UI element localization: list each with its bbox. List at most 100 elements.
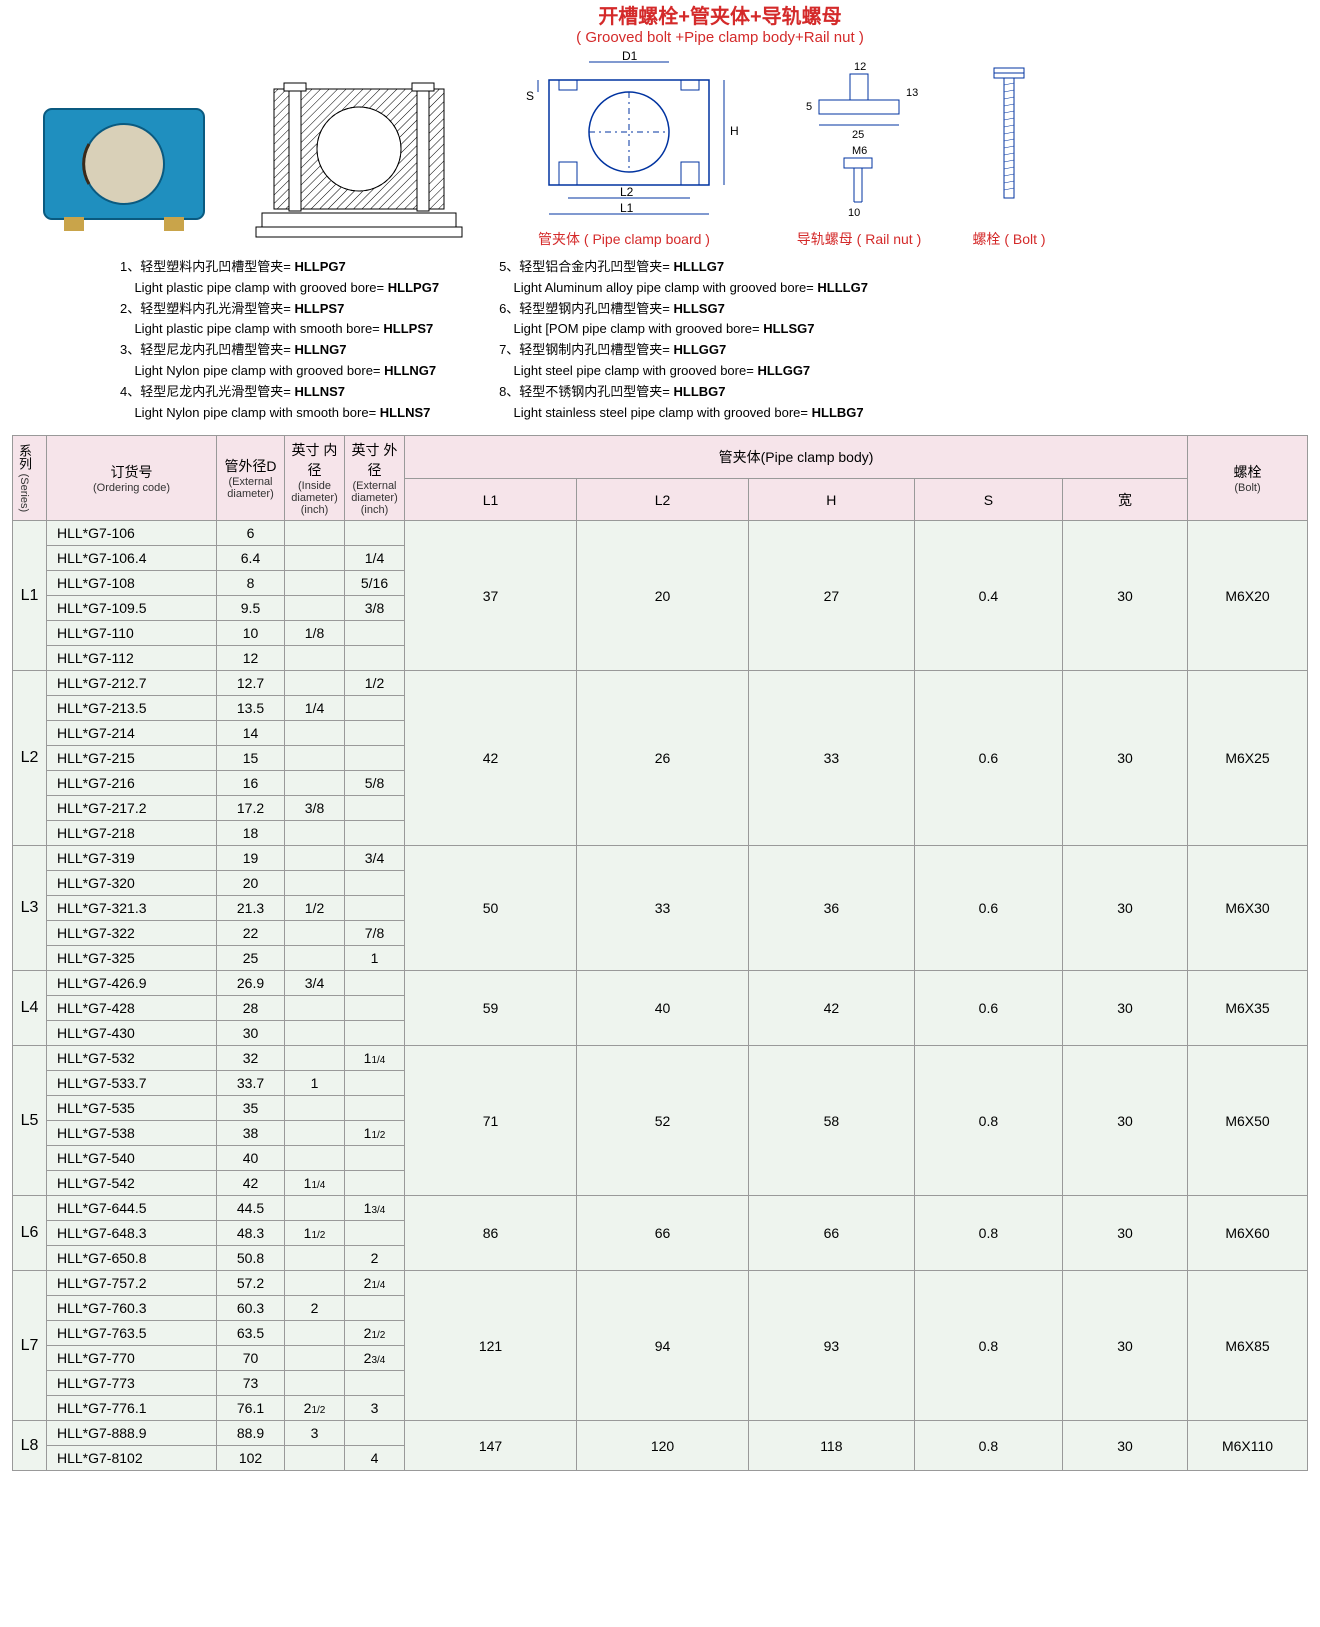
ininch-cell (285, 1371, 345, 1396)
code-cell: HLL*G7-213.5 (47, 696, 217, 721)
head-exinch: 英寸 外径 (External diameter) (inch) (345, 436, 405, 521)
legend-line-cn: 3、轻型尼龙内孔凹槽型管夹= HLLNG7 (120, 340, 439, 361)
exinch-cell: 3 (345, 1396, 405, 1421)
head-code-cn: 订货号 (49, 462, 214, 482)
exinch-cell (345, 896, 405, 921)
extd-cell: 44.5 (217, 1196, 285, 1221)
exinch-cell: 3/8 (345, 596, 405, 621)
extd-cell: 19 (217, 846, 285, 871)
l2-cell: 120 (577, 1421, 749, 1471)
railnut-label: 导轨螺母 ( Rail nut ) (797, 229, 921, 249)
ininch-cell (285, 671, 345, 696)
exinch-cell (345, 1221, 405, 1246)
exinch-cell (345, 971, 405, 996)
head-w: 宽 (1063, 478, 1188, 521)
s-cell: 0.4 (914, 521, 1062, 671)
legend-line-cn: 7、轻型钢制内孔凹槽型管夹= HLLGG7 (499, 340, 868, 361)
exinch-cell: 11/2 (345, 1121, 405, 1146)
ininch-cell: 11/2 (285, 1221, 345, 1246)
ininch-cell (285, 521, 345, 546)
exinch-cell: 21/2 (345, 1321, 405, 1346)
ininch-cell (285, 571, 345, 596)
exinch-cell: 21/4 (345, 1271, 405, 1296)
dim-12: 12 (854, 61, 866, 73)
ininch-cell (285, 1446, 345, 1471)
s-cell: 0.6 (914, 671, 1062, 846)
dim-s: S (526, 89, 534, 103)
s-cell: 0.8 (914, 1421, 1062, 1471)
clamp-section-icon (254, 79, 464, 249)
exinch-cell: 1/2 (345, 671, 405, 696)
extd-cell: 16 (217, 771, 285, 796)
extd-cell: 88.9 (217, 1421, 285, 1446)
ininch-cell (285, 1346, 345, 1371)
bolt-label-cn: 螺栓 (972, 231, 1000, 247)
exinch-cell: 2 (345, 1246, 405, 1271)
series-cell: L6 (13, 1196, 47, 1271)
head-l2: L2 (577, 478, 749, 521)
ininch-cell (285, 1246, 345, 1271)
w-cell: 30 (1063, 1271, 1188, 1421)
extd-cell: 70 (217, 1346, 285, 1371)
exinch-cell: 23/4 (345, 1346, 405, 1371)
code-cell: HLL*G7-763.5 (47, 1321, 217, 1346)
legend-line-cn: 1、轻型塑料内孔凹槽型管夹= HLLPG7 (120, 257, 439, 278)
extd-cell: 48.3 (217, 1221, 285, 1246)
code-cell: HLL*G7-110 (47, 621, 217, 646)
code-cell: HLL*G7-428 (47, 996, 217, 1021)
extd-cell: 6.4 (217, 546, 285, 571)
ininch-cell (285, 1096, 345, 1121)
railnut-label-cn: 导轨螺母 (797, 231, 853, 247)
ininch-cell (285, 1046, 345, 1071)
extd-cell: 26.9 (217, 971, 285, 996)
extd-cell: 57.2 (217, 1271, 285, 1296)
s-cell: 0.8 (914, 1196, 1062, 1271)
extd-cell: 17.2 (217, 796, 285, 821)
code-cell: HLL*G7-319 (47, 846, 217, 871)
head-body: 管夹体(Pipe clamp body) (405, 436, 1188, 479)
ininch-cell: 1/8 (285, 621, 345, 646)
extd-cell: 13.5 (217, 696, 285, 721)
exinch-cell: 11/4 (345, 1046, 405, 1071)
code-cell: HLL*G7-430 (47, 1021, 217, 1046)
rail-nut-icon: 25 12 13 5 M6 10 (784, 50, 934, 225)
exinch-cell (345, 796, 405, 821)
series-cell: L5 (13, 1046, 47, 1196)
l2-cell: 33 (577, 846, 749, 971)
extd-cell: 40 (217, 1146, 285, 1171)
ininch-cell: 3/4 (285, 971, 345, 996)
extd-cell: 14 (217, 721, 285, 746)
series-cell: L4 (13, 971, 47, 1046)
extd-cell: 6 (217, 521, 285, 546)
ininch-cell (285, 921, 345, 946)
head-series-en: (Series) (18, 474, 30, 513)
exinch-cell (345, 1171, 405, 1196)
extd-cell: 38 (217, 1121, 285, 1146)
code-cell: HLL*G7-212.7 (47, 671, 217, 696)
l2-cell: 66 (577, 1196, 749, 1271)
rail-nut-box: 25 12 13 5 M6 10 导轨螺母 ( Rail nut ) (784, 50, 934, 249)
w-cell: 30 (1063, 671, 1188, 846)
w-cell: 30 (1063, 846, 1188, 971)
legend-row: 1、轻型塑料内孔凹槽型管夹= HLLPG7 Light plastic pipe… (0, 249, 1320, 431)
diagram-row: D1 H S L2 L1 管夹体 ( Pipe clamp board ) 25… (0, 50, 1320, 249)
ininch-cell: 3/8 (285, 796, 345, 821)
l1-cell: 71 (405, 1046, 577, 1196)
l2-cell: 52 (577, 1046, 749, 1196)
bolt-cell: M6X30 (1188, 846, 1308, 971)
head-extd: 管外径D (External diameter) (217, 436, 285, 521)
code-cell: HLL*G7-218 (47, 821, 217, 846)
dim-l1: L1 (620, 201, 634, 215)
s-cell: 0.8 (914, 1046, 1062, 1196)
ininch-cell (285, 1321, 345, 1346)
extd-cell: 32 (217, 1046, 285, 1071)
code-cell: HLL*G7-108 (47, 571, 217, 596)
clamp-dimension-icon: D1 H S L2 L1 (494, 50, 754, 225)
table-row: L1HLL*G7-10663720270.430M6X20 (13, 521, 1308, 546)
ininch-cell: 11/4 (285, 1171, 345, 1196)
code-cell: HLL*G7-650.8 (47, 1246, 217, 1271)
legend-right: 5、轻型铝合金内孔凹型管夹= HLLLG7 Light Aluminum all… (499, 257, 868, 423)
bolt-box: 螺栓 ( Bolt ) (964, 50, 1054, 249)
code-cell: HLL*G7-109.5 (47, 596, 217, 621)
table-body: L1HLL*G7-10663720270.430M6X20HLL*G7-106.… (13, 521, 1308, 1471)
